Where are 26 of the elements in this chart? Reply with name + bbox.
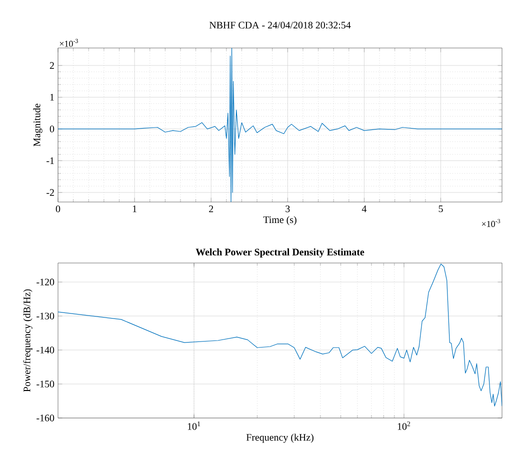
y-axis-title: Power/frequency (dB/Hz) [23,289,32,392]
y-tick-label: -120 [36,278,54,286]
text: ×10$^{-3}$ [60,38,78,47]
y-axis-title: Magnitude [33,104,42,146]
y-tick-label: -140 [36,346,54,354]
y-tick-label: 1 [50,94,54,101]
x-tick-label: 1 [132,206,136,212]
y-tick-label: -1 [46,157,54,164]
x-tick-label: 10$^{2}$ [398,422,410,430]
y-tick-label: 2 [50,62,54,69]
y-tick-label: -160 [36,414,54,422]
x-axis-title: Time (s) [263,216,296,226]
y-tick-label: -2 [46,189,54,196]
chart-title: NBHF CDA - 24/04/2018 20:32:54 [209,22,351,29]
y-tick-label: -130 [36,312,54,320]
x-tick-label: 10$^{1}$ [188,422,200,430]
x-axis-title: Frequency (kHz) [246,434,314,443]
chart-title: Welch Power Spectral Density Estimate [196,248,364,258]
y-tick-label: -150 [36,380,54,388]
y-tick-label: 0 [50,126,54,132]
x-tick-label: 4 [362,206,367,212]
x-tick-label: 5 [438,206,443,212]
x-tick-label: 2 [209,206,214,212]
x-tick-label: 0 [56,206,60,212]
text: ×10$^{-3}$ [482,219,500,227]
x-tick-label: 3 [286,206,290,212]
